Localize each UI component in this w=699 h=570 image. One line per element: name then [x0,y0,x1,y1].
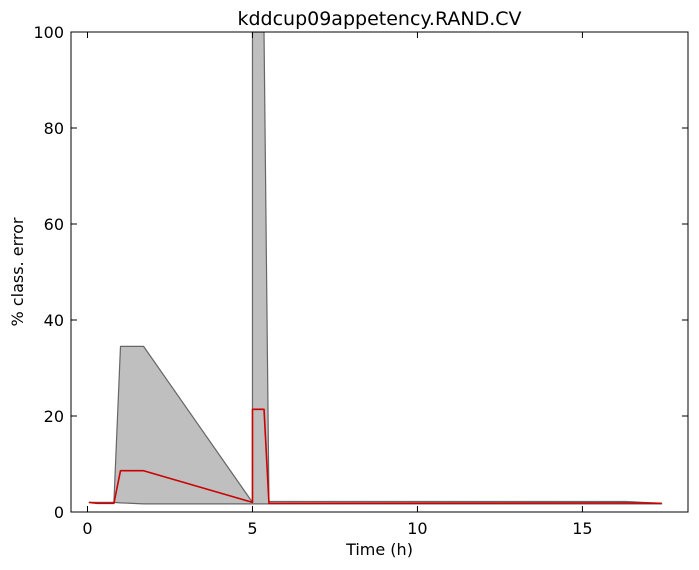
y-tick-label: 40 [44,311,64,330]
median-line [89,408,662,505]
x-tick-label: 15 [572,519,592,538]
x-tick-label: 0 [82,519,92,538]
x-axis: 0 5 10 15 [82,32,593,538]
y-axis-label: % class. error [8,217,27,326]
x-tick-label: 10 [407,519,427,538]
chart-title: kddcup09appetency.RAND.CV [237,8,521,30]
y-tick-label: 60 [44,215,64,234]
y-axis: 0 20 40 60 80 100 [33,23,688,522]
plot-frame [70,31,689,513]
y-tick-label: 0 [54,503,64,522]
x-tick-label: 5 [247,519,257,538]
y-tick-label: 20 [44,407,64,426]
y-tick-label: 100 [33,23,64,42]
plot-area [88,32,663,505]
x-axis-label: Time (h) [345,540,413,559]
y-tick-label: 80 [44,119,64,138]
quantile-band [88,32,663,505]
